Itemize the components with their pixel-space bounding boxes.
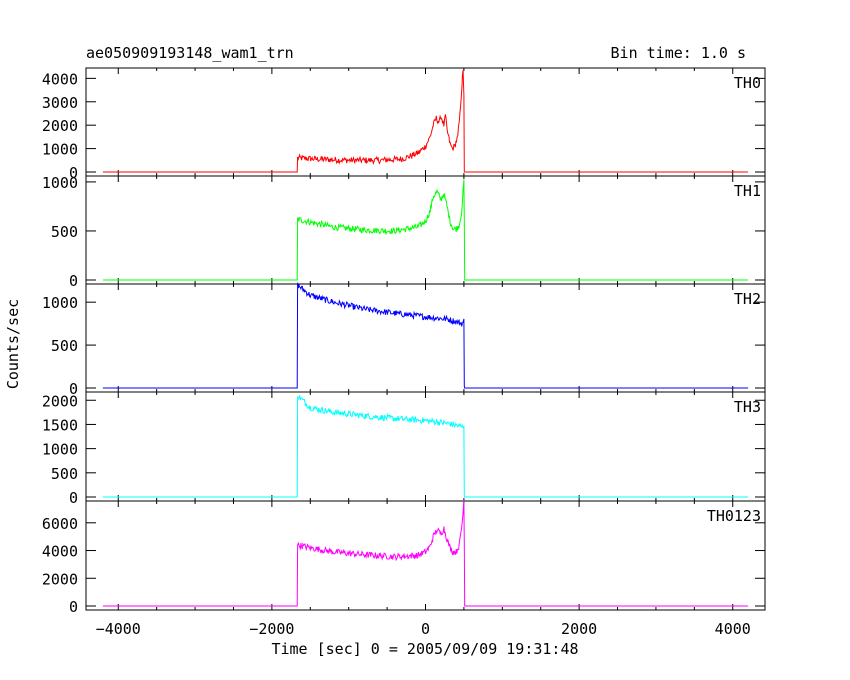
series-line-th2 [102, 282, 749, 389]
panel-th0123: 0 2000 4000 6000 TH0123 [42, 500, 766, 616]
x-tick-label: −4000 [96, 620, 141, 638]
y-tick-label: 2000 [42, 392, 78, 410]
x-tick-label: 4000 [715, 620, 751, 638]
y-tick-label: 500 [51, 223, 78, 241]
y-tick-label: 2000 [42, 117, 78, 135]
x-tick-label: 2000 [561, 620, 597, 638]
panel-frame [85, 67, 766, 177]
y-tick-label: 0 [69, 598, 78, 616]
y-tick-label: 0 [69, 164, 78, 182]
panel-frame [85, 500, 766, 611]
panel-label: TH0123 [707, 507, 761, 525]
y-tick-label: 4000 [42, 543, 78, 561]
panel-frame [85, 175, 766, 285]
y-tick-label: 1000 [42, 174, 78, 192]
panel-th0: 0 1000 2000 3000 4000 TH0 [42, 67, 766, 182]
y-tick-label: 0 [69, 272, 78, 290]
panel-label: TH0 [734, 74, 761, 92]
y-tick-label: 1000 [42, 141, 78, 159]
panel-th3: 0 500 1000 1500 2000 TH3 [42, 391, 766, 507]
x-tick-label: −2000 [249, 620, 294, 638]
panel-th1: 0 500 1000 TH1 [42, 174, 766, 290]
series-line-th3 [102, 395, 749, 498]
x-tick-label: 0 [421, 620, 430, 638]
y-tick-label: 1500 [42, 416, 78, 434]
y-tick-label: 3000 [42, 94, 78, 112]
bin-time-label: Bin time: 1.0 s [611, 44, 746, 62]
y-tick-label: 6000 [42, 515, 78, 533]
panel-th2: 0 500 1000 TH2 [42, 282, 766, 398]
y-tick-label: 1000 [42, 294, 78, 312]
panel-frame [85, 391, 766, 502]
panel-label: TH1 [734, 182, 761, 200]
series-line-th0 [102, 70, 749, 173]
panel-frame [85, 283, 766, 393]
y-tick-label: 0 [69, 489, 78, 507]
series-line-th0123 [102, 500, 749, 607]
chart-title: ae050909193148_wam1_trn [86, 44, 294, 62]
y-axis-label: Counts/sec [4, 299, 22, 389]
y-tick-label: 500 [51, 465, 78, 483]
y-tick-label: 4000 [42, 70, 78, 88]
panel-label: TH2 [734, 290, 761, 308]
y-tick-label: 500 [51, 337, 78, 355]
x-axis-label: Time [sec] 0 = 2005/09/09 19:31:48 [271, 640, 578, 658]
y-tick-label: 2000 [42, 570, 78, 588]
y-tick-label: 1000 [42, 441, 78, 459]
y-tick-label: 0 [69, 380, 78, 398]
series-line-th1 [102, 179, 749, 281]
panel-label: TH3 [734, 398, 761, 416]
